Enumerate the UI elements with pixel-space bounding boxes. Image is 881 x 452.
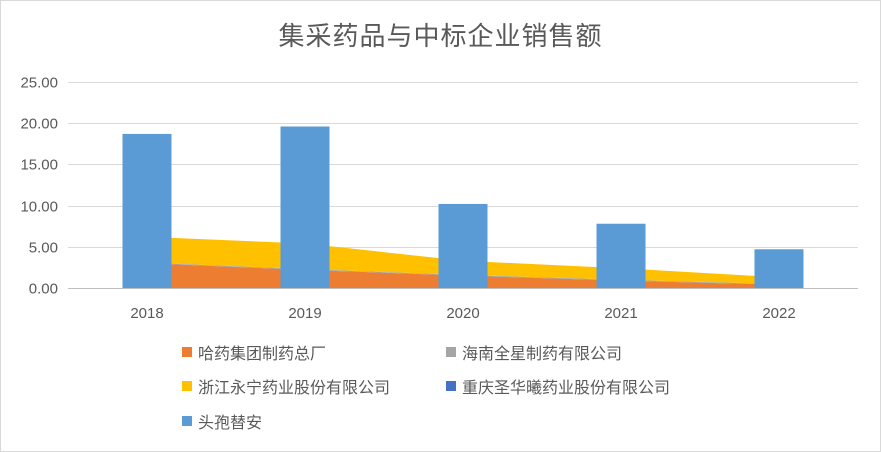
legend-swatch	[182, 347, 192, 357]
chart-title: 集采药品与中标企业销售额	[278, 22, 603, 52]
legend-swatch	[182, 416, 192, 426]
x-tick-label: 2020	[446, 305, 479, 322]
legend-swatch	[446, 347, 456, 357]
legend-item: 哈药集团制药总厂	[182, 341, 326, 363]
x-tick-label: 2021	[604, 305, 637, 322]
y-tick-label: 20.00	[20, 116, 58, 133]
y-tick-label: 0.00	[29, 281, 58, 298]
bar	[280, 126, 330, 288]
legend-item: 海南全星制药有限公司	[446, 341, 622, 363]
legend-label: 头孢替安	[198, 413, 263, 432]
bar-series	[122, 126, 804, 288]
x-tick-label: 2022	[762, 305, 795, 322]
y-tick-label: 5.00	[29, 240, 58, 257]
legend-label: 哈药集团制药总厂	[198, 344, 327, 363]
area-1	[147, 262, 779, 285]
legend-label: 重庆圣华曦药业股份有限公司	[462, 378, 671, 397]
y-tick-label: 25.00	[20, 75, 58, 92]
legend-item: 头孢替安	[182, 410, 262, 432]
legend-swatch	[182, 381, 192, 391]
y-tick-label: 10.00	[20, 199, 58, 216]
x-axis-ticks: 2018 2019 2020 2021 2022	[130, 305, 795, 322]
legend-item: 浙江永宁药业股份有限公司	[182, 375, 390, 397]
y-axis-ticks: 0.00 5.00 10.00 15.00 20.00 25.00	[20, 75, 58, 298]
legend-item: 重庆圣华曦药业股份有限公司	[446, 375, 670, 397]
x-tick-label: 2018	[130, 305, 163, 322]
x-tick-label: 2019	[288, 305, 321, 322]
bar	[596, 223, 646, 288]
bar	[754, 249, 804, 288]
y-tick-label: 15.00	[20, 157, 58, 174]
legend-swatch	[446, 381, 456, 391]
legend-label: 海南全星制药有限公司	[462, 344, 623, 363]
bar	[438, 203, 488, 288]
legend-label: 浙江永宁药业股份有限公司	[198, 378, 391, 397]
bar	[122, 133, 172, 288]
